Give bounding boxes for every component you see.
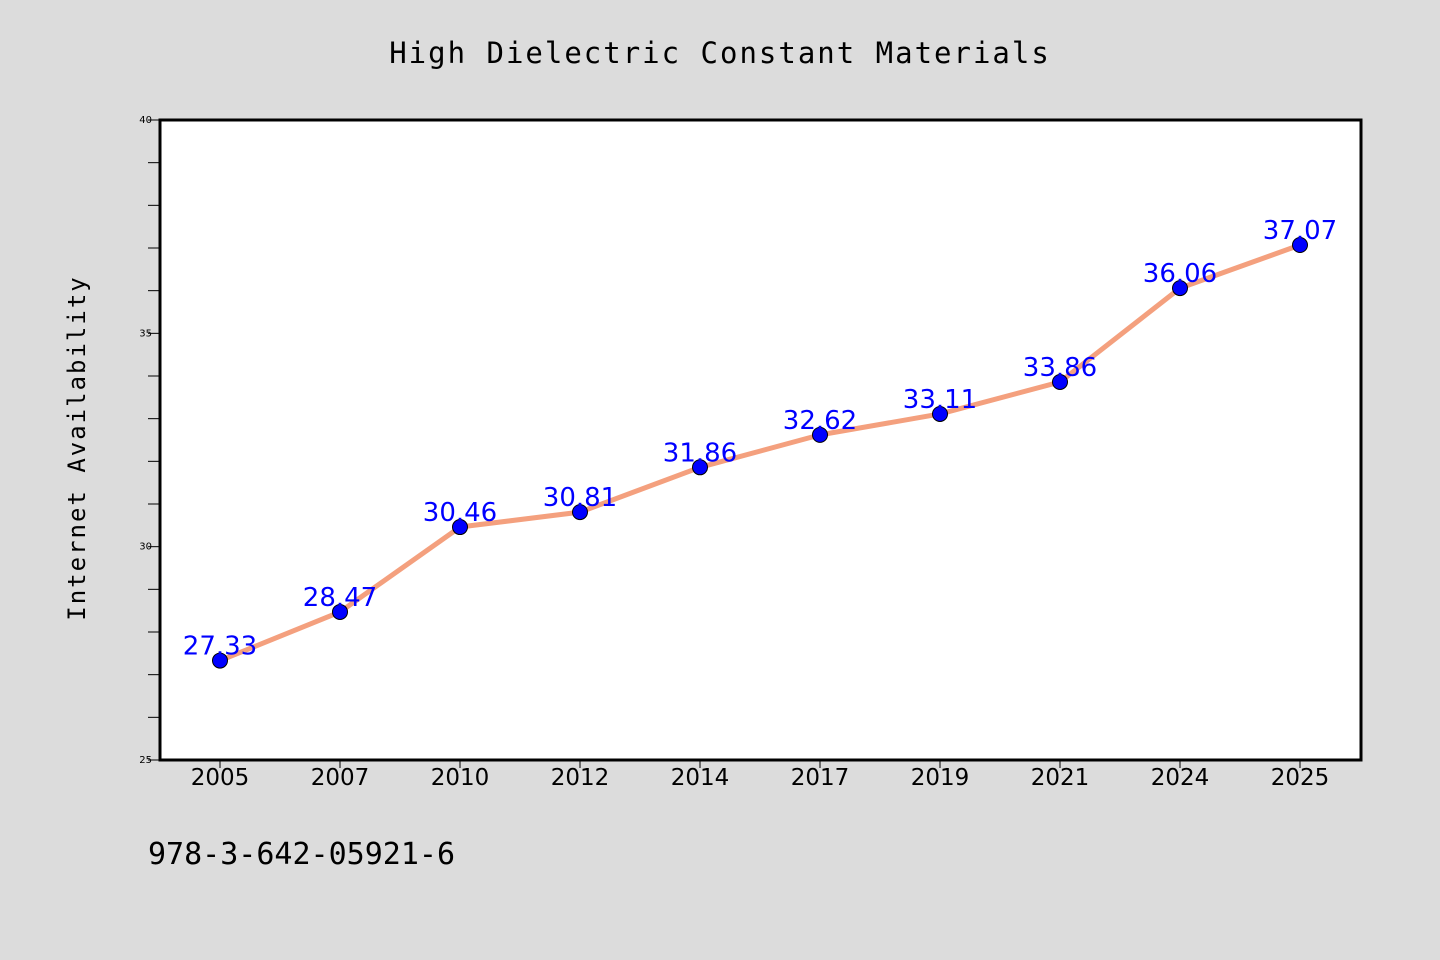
data-label: 30.81 xyxy=(543,483,617,513)
plot-area xyxy=(158,118,1363,762)
data-label: 36.06 xyxy=(1143,259,1217,289)
series-layer: 27.33 28.47 30.46 30.81 31.86 32.62 33.11 33.86… xyxy=(183,216,1337,669)
y-tick-label: 25 xyxy=(139,755,152,766)
data-label: 27.33 xyxy=(183,632,257,662)
data-label: 32.62 xyxy=(783,406,857,436)
data-label: 37.07 xyxy=(1263,216,1337,246)
x-tick-label: 2024 xyxy=(1151,765,1210,791)
data-point xyxy=(812,426,828,443)
data-point xyxy=(692,459,708,476)
x-tick-label: 2005 xyxy=(191,765,250,791)
series-line xyxy=(217,242,1303,664)
x-tick-label: 2025 xyxy=(1271,765,1330,791)
data-label: 28.47 xyxy=(303,583,377,613)
data-label: 30.46 xyxy=(423,498,497,528)
y-tick-label: 40 xyxy=(139,115,152,126)
y-tick-label: 35 xyxy=(139,328,152,339)
y-axis-label: Internet Availability xyxy=(63,275,91,620)
data-point xyxy=(932,405,948,422)
data-point xyxy=(1292,237,1308,254)
data-label: 33.11 xyxy=(903,385,977,415)
data-point xyxy=(1172,280,1188,297)
data-point xyxy=(1052,373,1068,390)
data-point xyxy=(572,504,588,521)
y-tick-label: 30 xyxy=(139,542,152,553)
y-axis: 25 30 35 40 xyxy=(139,115,160,766)
x-tick-label: 2017 xyxy=(791,765,850,791)
data-point xyxy=(452,519,468,536)
x-tick-label: 2012 xyxy=(551,765,610,791)
x-tick-label: 2007 xyxy=(311,765,370,791)
x-tick-label: 2014 xyxy=(671,765,730,791)
data-label: 33.86 xyxy=(1023,353,1097,383)
chart-title: High Dielectric Constant Materials xyxy=(389,36,1051,70)
x-tick-label: 2019 xyxy=(911,765,970,791)
x-tick-label: 2021 xyxy=(1031,765,1090,791)
footer-code: 978-3-642-05921-6 xyxy=(148,837,455,872)
data-point xyxy=(212,652,228,669)
data-point xyxy=(332,603,348,620)
data-label: 31.86 xyxy=(663,438,737,468)
x-tick-label: 2010 xyxy=(431,765,490,791)
x-axis: 2005 2007 2010 2012 2014 2017 2019 2021 2024 2025 xyxy=(191,760,1330,791)
